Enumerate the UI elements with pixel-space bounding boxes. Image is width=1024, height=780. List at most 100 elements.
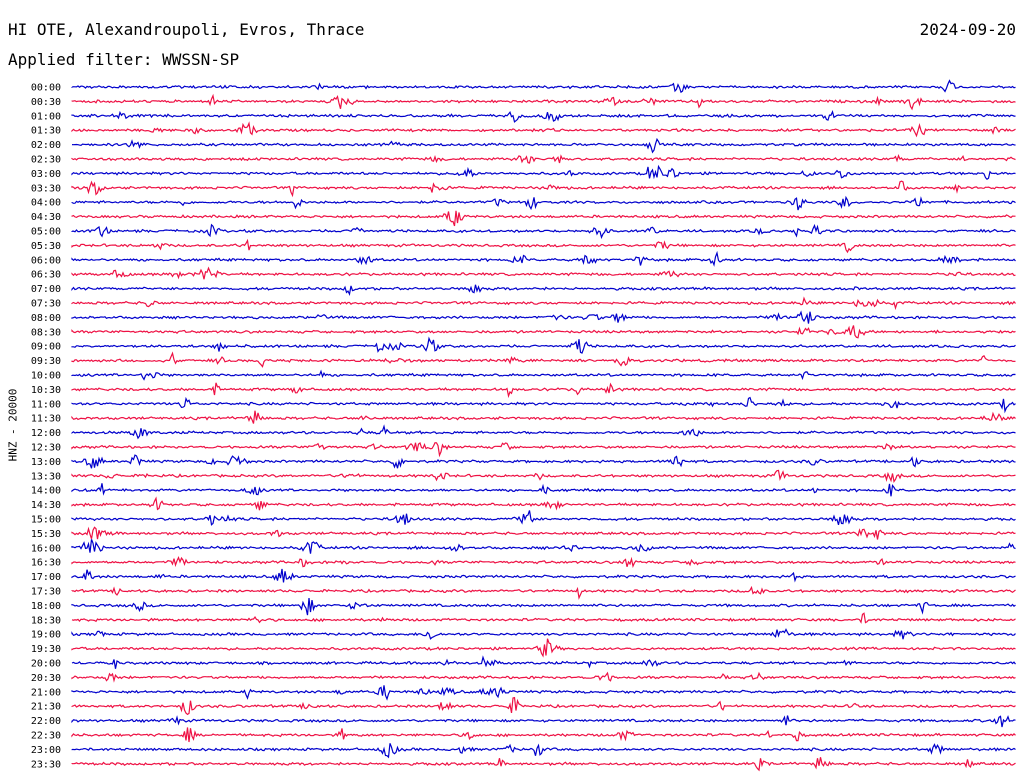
row-time-label: 14:30 bbox=[31, 500, 61, 511]
seismic-trace-row bbox=[71, 195, 1016, 211]
row-time-label: 14:00 bbox=[31, 486, 61, 497]
seismic-trace-row bbox=[71, 612, 1016, 624]
row-time-label: 00:00 bbox=[31, 83, 61, 94]
row-time-label: 15:00 bbox=[31, 515, 61, 526]
row-time-label: 04:00 bbox=[31, 198, 61, 209]
seismic-trace-row bbox=[71, 655, 1016, 669]
row-time-label: 07:30 bbox=[31, 299, 61, 310]
seismic-trace-row bbox=[71, 715, 1016, 728]
seismic-trace-row bbox=[71, 410, 1016, 424]
seismic-trace-row bbox=[71, 137, 1016, 154]
plot-date: 2024-09-20 bbox=[919, 20, 1016, 39]
seismic-trace-row bbox=[71, 284, 1016, 296]
seismic-trace-row bbox=[71, 79, 1016, 94]
seismic-trace-row bbox=[71, 110, 1016, 123]
seismic-trace-row bbox=[71, 93, 1016, 111]
seismic-trace-row bbox=[71, 153, 1016, 164]
seismic-trace-row bbox=[71, 757, 1016, 772]
row-time-label: 02:00 bbox=[31, 140, 61, 151]
seismic-trace-row bbox=[71, 685, 1016, 701]
seismic-trace-row bbox=[71, 671, 1016, 683]
seismic-trace-row bbox=[71, 180, 1016, 198]
row-time-label: 19:30 bbox=[31, 644, 61, 655]
row-time-label: 06:30 bbox=[31, 270, 61, 281]
row-time-label: 12:00 bbox=[31, 428, 61, 439]
row-time-label: 18:00 bbox=[31, 601, 61, 612]
row-time-label: 17:00 bbox=[31, 572, 61, 583]
seismic-trace-row bbox=[71, 638, 1016, 658]
seismic-trace-row bbox=[71, 496, 1016, 511]
seismic-trace-row bbox=[71, 442, 1016, 458]
row-time-label: 23:00 bbox=[31, 745, 61, 756]
row-time-label: 20:00 bbox=[31, 659, 61, 670]
seismic-trace-row bbox=[71, 510, 1016, 526]
row-time-label: 22:30 bbox=[31, 731, 61, 742]
seismic-trace-row bbox=[71, 296, 1016, 311]
seismic-trace-row bbox=[71, 598, 1016, 616]
seismic-trace-row bbox=[71, 250, 1016, 267]
row-time-label: 22:00 bbox=[31, 716, 61, 727]
seismic-trace-row bbox=[71, 369, 1016, 381]
row-time-label: 13:00 bbox=[31, 457, 61, 468]
seismic-trace-row bbox=[71, 121, 1016, 138]
seismic-trace-row bbox=[71, 310, 1016, 324]
row-time-label: 21:00 bbox=[31, 687, 61, 698]
row-time-label: 17:30 bbox=[31, 587, 61, 598]
seismic-trace-row bbox=[71, 526, 1016, 540]
seismic-trace-row bbox=[71, 164, 1016, 180]
row-time-label: 10:00 bbox=[31, 371, 61, 382]
seismic-trace-row bbox=[71, 396, 1016, 414]
seismic-trace-row bbox=[71, 469, 1016, 483]
row-time-label: 03:30 bbox=[31, 183, 61, 194]
seismic-trace-row bbox=[71, 210, 1016, 227]
seismic-trace-row bbox=[71, 223, 1016, 240]
row-time-label: 08:30 bbox=[31, 327, 61, 338]
row-time-label: 09:30 bbox=[31, 356, 61, 367]
seismic-trace-row bbox=[71, 424, 1016, 440]
seismic-trace-row bbox=[71, 568, 1016, 583]
seismic-trace-row bbox=[71, 696, 1016, 716]
row-time-label: 05:00 bbox=[31, 227, 61, 238]
row-time-label: 15:30 bbox=[31, 529, 61, 540]
seismic-trace-row bbox=[71, 266, 1016, 280]
row-time-label: 11:00 bbox=[31, 399, 61, 410]
filter-label: Applied filter: WWSSN-SP bbox=[8, 50, 240, 69]
row-time-label: 16:30 bbox=[31, 558, 61, 569]
row-time-label: 16:00 bbox=[31, 543, 61, 554]
row-time-label: 10:30 bbox=[31, 385, 61, 396]
row-time-label: 12:30 bbox=[31, 443, 61, 454]
row-time-label: 18:30 bbox=[31, 615, 61, 626]
row-time-label: 01:30 bbox=[31, 126, 61, 137]
seismic-trace-row bbox=[71, 454, 1016, 469]
seismic-trace-row bbox=[71, 556, 1016, 569]
seismic-trace-row bbox=[71, 351, 1016, 368]
row-time-label: 07:00 bbox=[31, 284, 61, 295]
row-time-label: 09:00 bbox=[31, 342, 61, 353]
row-time-label: 00:30 bbox=[31, 97, 61, 108]
seismic-trace-row bbox=[71, 628, 1016, 640]
seismic-trace-row bbox=[71, 336, 1016, 354]
row-time-label: 13:30 bbox=[31, 471, 61, 482]
seismic-trace-row bbox=[71, 585, 1016, 600]
row-time-label: 02:30 bbox=[31, 155, 61, 166]
row-time-label: 04:30 bbox=[31, 212, 61, 223]
row-time-label: 19:00 bbox=[31, 630, 61, 641]
row-time-label: 06:00 bbox=[31, 255, 61, 266]
seismic-trace-row bbox=[71, 743, 1016, 759]
seismic-trace-row bbox=[71, 325, 1016, 339]
row-time-label: 21:30 bbox=[31, 702, 61, 713]
seismic-trace-row bbox=[71, 382, 1016, 399]
row-time-label: 11:30 bbox=[31, 414, 61, 425]
row-time-label: 08:00 bbox=[31, 313, 61, 324]
seismic-trace-row bbox=[71, 238, 1016, 254]
seismic-trace-row bbox=[71, 727, 1016, 743]
row-time-label: 20:30 bbox=[31, 673, 61, 684]
row-time-label: 01:00 bbox=[31, 111, 61, 122]
row-time-label: 23:30 bbox=[31, 759, 61, 770]
seismic-trace-row bbox=[71, 483, 1016, 497]
station-title: HI OTE, Alexandroupoli, Evros, Thrace bbox=[8, 20, 365, 39]
seismic-trace-row bbox=[71, 539, 1016, 554]
row-time-label: 05:30 bbox=[31, 241, 61, 252]
row-time-label: 03:00 bbox=[31, 169, 61, 180]
